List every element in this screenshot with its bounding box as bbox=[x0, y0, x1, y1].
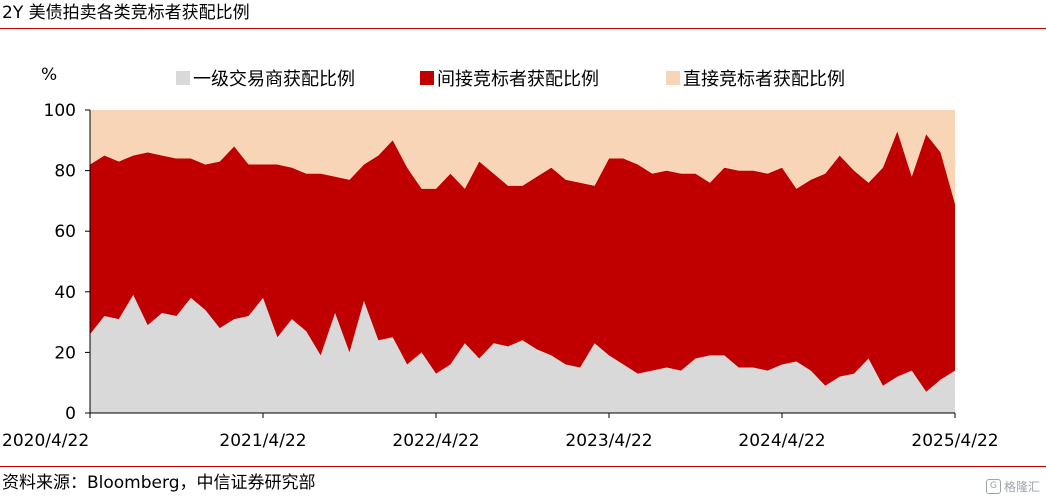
watermark-logo-icon: G bbox=[985, 479, 1001, 494]
y-tick-label: 20 bbox=[54, 343, 76, 363]
area-series-3 bbox=[90, 110, 955, 204]
x-tick-label: 2022/4/22 bbox=[392, 431, 479, 451]
legend-label-3: 直接竞标者获配比例 bbox=[683, 69, 845, 90]
x-tick-label: 2025/4/22 bbox=[911, 431, 998, 451]
x-tick-label: 2020/4/22 bbox=[2, 431, 89, 451]
legend-swatch-1 bbox=[176, 71, 190, 85]
bottom-divider bbox=[0, 466, 1046, 467]
x-tick-label: 2023/4/22 bbox=[565, 431, 652, 451]
top-divider bbox=[0, 28, 1046, 29]
legend-label-1: 一级交易商获配比例 bbox=[193, 69, 355, 90]
x-tick-label: 2021/4/22 bbox=[219, 431, 306, 451]
watermark-text: 格隆汇 bbox=[1003, 480, 1040, 494]
legend-swatch-3 bbox=[666, 71, 680, 85]
area-series-2 bbox=[90, 131, 955, 392]
y-tick-label: 80 bbox=[54, 162, 76, 182]
x-tick-label: 2024/4/22 bbox=[738, 431, 825, 451]
y-tick-label: 0 bbox=[65, 404, 76, 424]
stacked-area-chart: 0 20 40 60 80 100% 2020/4/22 2021/4/22 2022/4/22… bbox=[2, 65, 999, 451]
area-series-1 bbox=[90, 294, 955, 413]
source-note: 资料来源：Bloomberg，中信证券研究部 bbox=[2, 473, 316, 493]
y-axis-unit-label: % bbox=[41, 65, 57, 85]
watermark: G 格隆汇 bbox=[985, 478, 1040, 495]
chart-title: 2Y 美债拍卖各类竞标者获配比例 bbox=[2, 3, 250, 23]
y-tick-label: 100 bbox=[44, 101, 76, 121]
legend-label-2: 间接竞标者获配比例 bbox=[437, 69, 599, 90]
legend-swatch-2 bbox=[420, 71, 434, 85]
y-tick-label: 60 bbox=[54, 222, 76, 242]
y-tick-label: 40 bbox=[54, 283, 76, 303]
